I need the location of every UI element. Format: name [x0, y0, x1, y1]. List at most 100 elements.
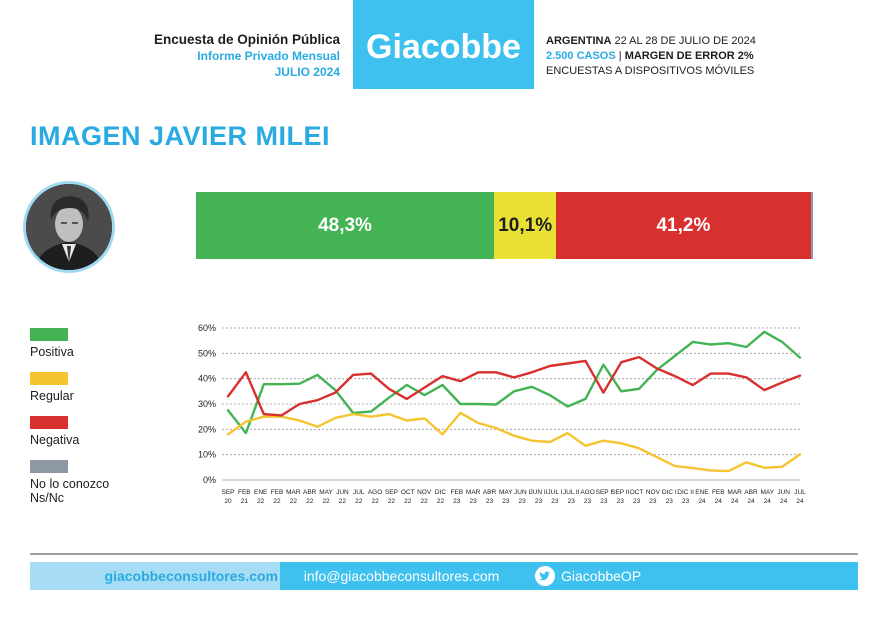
x-tick-label: 22 — [306, 498, 314, 505]
x-tick-label: JUL — [794, 489, 806, 496]
x-tick-label: MAY — [761, 489, 775, 496]
survey-cases: 2.500 CASOS — [546, 50, 616, 62]
x-tick-label: 22 — [273, 498, 281, 505]
x-tick-label: MAR — [727, 489, 742, 496]
x-tick-label: MAR — [466, 489, 481, 496]
legend-label-regular: Regular — [30, 389, 74, 403]
legend-swatch-negativa — [30, 416, 68, 429]
x-tick-label: NOV — [417, 489, 432, 496]
x-tick-label: 22 — [388, 498, 396, 505]
legend-item-positiva: Positiva — [30, 328, 180, 359]
series-line-negativa — [226, 355, 802, 417]
twitter-bird-icon — [535, 566, 555, 586]
x-tick-label: OCT — [630, 489, 644, 496]
survey-info: ARGENTINA 22 AL 28 DE JULIO DE 2024 2.50… — [546, 34, 756, 79]
x-tick-label: SEP — [221, 489, 234, 496]
x-tick-label: 23 — [502, 498, 510, 505]
y-tick-label: 20% — [198, 424, 216, 434]
x-tick-label: OCT — [401, 489, 415, 496]
survey-separator: | — [615, 50, 625, 62]
footer-divider — [30, 553, 858, 555]
x-tick-label: ENE — [695, 489, 709, 496]
x-tick-label: 21 — [241, 498, 249, 505]
x-tick-label: 24 — [698, 498, 706, 505]
x-tick-label: 24 — [780, 498, 788, 505]
x-tick-label: JUN — [336, 489, 349, 496]
x-tick-label: SEP I — [596, 489, 613, 496]
x-tick-label: JUN I — [514, 489, 530, 496]
x-tick-label: JUN — [777, 489, 790, 496]
x-tick-label: 23 — [568, 498, 576, 505]
x-tick-label: JUL — [353, 489, 365, 496]
x-tick-label: 24 — [764, 498, 772, 505]
x-tick-label: 22 — [322, 498, 330, 505]
survey-period: 22 AL 28 DE JULIO DE 2024 — [611, 35, 756, 47]
legend-item-negativa: Negativa — [30, 416, 180, 447]
y-tick-label: 50% — [198, 348, 216, 358]
x-tick-label: 23 — [633, 498, 641, 505]
x-tick-label: ABR — [303, 489, 317, 496]
legend-swatch-regular — [30, 372, 68, 385]
bar-label-regular: 10,1% — [498, 214, 553, 236]
website-link[interactable]: giacobbeconsultores.com — [104, 568, 278, 584]
x-tick-label: DIC I — [662, 489, 677, 496]
x-tick-label: 24 — [796, 498, 804, 505]
survey-country: ARGENTINA — [546, 35, 612, 47]
x-tick-label: DIC II — [677, 489, 694, 496]
series-line-regular — [226, 411, 802, 473]
legend-label-negativa: Negativa — [30, 433, 80, 447]
bar-segment-negativa: 41,2% — [556, 192, 811, 259]
x-tick-label: 24 — [731, 498, 739, 505]
x-tick-label: DIC — [435, 489, 447, 496]
x-tick-label: 23 — [617, 498, 625, 505]
legend-item-regular: Regular — [30, 372, 180, 403]
brand-logo: Giacobbe — [353, 0, 534, 89]
x-tick-label: 23 — [486, 498, 494, 505]
x-tick-label: MAY — [319, 489, 333, 496]
current-image-bar: 48,3% 10,1% 41,2% — [196, 192, 813, 259]
x-tick-label: MAR — [286, 489, 301, 496]
x-tick-label: FEB — [271, 489, 284, 496]
twitter-handle: GiacobbeOP — [561, 568, 642, 584]
survey-date: JULIO 2024 — [274, 65, 340, 79]
bar-label-negativa: 41,2% — [656, 214, 711, 236]
x-tick-label: 23 — [519, 498, 527, 505]
x-tick-label: 22 — [257, 498, 265, 505]
bar-label-positiva: 48,3% — [318, 214, 372, 236]
x-tick-label: 23 — [649, 498, 657, 505]
x-tick-label: MAY — [499, 489, 513, 496]
survey-margin: MARGEN DE ERROR 2% — [624, 50, 754, 62]
legend-swatch-positiva — [30, 328, 68, 341]
x-tick-label: 22 — [420, 498, 428, 505]
survey-method: ENCUESTAS A DISPOSITIVOS MÓVILES — [546, 65, 755, 77]
x-tick-label: FEB — [450, 489, 463, 496]
legend-swatch-nsnc — [30, 460, 68, 473]
x-tick-label: SEP II — [611, 489, 630, 496]
y-tick-label: 30% — [198, 399, 216, 409]
bar-segment-regular: 10,1% — [494, 192, 557, 259]
x-tick-label: SEP — [385, 489, 398, 496]
page-title: IMAGEN JAVIER MILEI — [30, 121, 331, 151]
x-tick-label: 23 — [551, 498, 559, 505]
bar-segment-positiva: 48,3% — [196, 192, 494, 259]
x-tick-label: ENE — [254, 489, 268, 496]
x-tick-label: FEB — [238, 489, 251, 496]
x-tick-label: 22 — [437, 498, 445, 505]
legend-label-nsnc: No lo conozco Ns/Nc — [30, 477, 110, 505]
survey-subtitle: Informe Privado Mensual — [197, 49, 340, 63]
email-link[interactable]: info@giacobbeconsultores.com — [280, 562, 523, 590]
y-tick-label: 60% — [198, 323, 216, 333]
x-tick-label: JUN II — [529, 489, 547, 496]
x-tick-label: 23 — [470, 498, 478, 505]
x-tick-label: FEB — [712, 489, 725, 496]
brand-name: Giacobbe — [366, 28, 521, 66]
x-tick-label: 22 — [290, 498, 298, 505]
bar-segment-nsnc — [810, 192, 813, 259]
x-tick-label: 24 — [747, 498, 755, 505]
x-tick-label: 22 — [404, 498, 412, 505]
survey-header: Encuesta de Opinión Pública Informe Priv… — [60, 32, 340, 80]
y-tick-label: 0% — [203, 475, 216, 485]
twitter-link[interactable]: GiacobbeOP — [523, 562, 858, 590]
x-tick-label: 23 — [600, 498, 608, 505]
x-tick-label: 22 — [355, 498, 363, 505]
